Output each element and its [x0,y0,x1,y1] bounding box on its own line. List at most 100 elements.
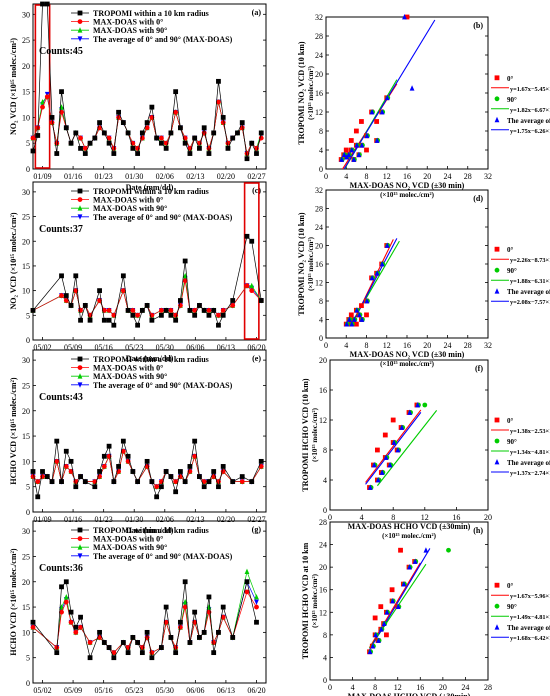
panel-c: 0 5 10 15 20 25 30 (c) 05/02 05/09 05/16 05/23 05/30… [9,181,267,363]
data-point [404,14,410,20]
data-point [374,119,380,124]
data-point [106,443,112,449]
data-point [359,303,364,309]
x-tick-label: 8 [391,513,395,522]
y-tick-label: 25 [22,552,30,561]
legend-marker [494,246,500,252]
data-point [111,145,117,151]
y-tick-label: 4 [319,146,323,155]
x-tick-label: 02/13 [186,515,204,524]
legend-fit-label: y=1.75x−6.26×10¹⁵, r=0.849 [510,128,550,135]
legend-series-name: The average of 0° and 90° [507,288,550,296]
data-point [216,322,221,328]
data-point [357,311,362,318]
y-tick-label: 20 [22,407,30,416]
data-point [49,479,55,485]
data-point [422,402,428,408]
data-point [59,273,64,279]
data-point [30,148,36,154]
legend-label: TROPOMI within a 10 km radius [93,187,209,196]
x-axis-unit: (×10¹⁵ molec./cm²) [382,532,436,540]
x-tick-label: 28 [464,341,472,350]
data-point [120,273,126,279]
y-tick-label: 24 [319,541,327,550]
data-point [375,477,381,483]
data-point [201,307,207,313]
legend-label: The average of 0° and 90° (MAX-DOAS) [93,35,233,44]
data-point [187,640,193,645]
data-point [130,635,136,640]
x-tick-label: 05/09 [64,343,82,352]
plot-frame [325,16,489,170]
data-point [154,484,160,490]
x-tick-label: 4 [344,172,348,181]
data-point [178,125,183,131]
data-point [244,579,250,585]
data-point [359,119,364,124]
data-point [364,312,369,318]
counts-label: Counts:45 [39,46,83,57]
data-point [63,125,69,131]
x-tick-label: 16 [416,683,424,692]
data-point [135,312,141,318]
data-point [364,147,369,153]
data-point [68,609,74,615]
data-point [78,624,83,630]
data-point [158,484,164,490]
data-point [206,594,212,600]
x-tick-label: 32 [484,341,492,350]
data-point [130,307,136,313]
panel-d: 0 4 8 12 16 20 24 28 32 (d) 0 4 8 12 16 20 24 28 32 MAX-DOA… [297,186,550,368]
data-point [120,448,126,454]
legend-series-name: 0° [507,75,514,83]
data-point [244,156,250,162]
data-point [216,78,221,84]
y-tick-label: 28 [319,518,327,527]
x-tick-label: 24 [444,172,452,181]
data-point [120,120,126,125]
y-axis-unit: (×10¹⁵ molec./cm²) [311,573,319,627]
data-point [412,558,418,564]
data-point [339,156,345,162]
legend-label: The average of 0° and 90° (MAX-DOAS) [93,213,233,222]
data-point [135,479,141,485]
x-tick-label: 06/20 [247,343,265,352]
legend-marker [494,417,500,423]
data-point [101,317,107,323]
data-point [211,130,217,136]
y-tick-label: 12 [315,108,323,117]
data-point [369,109,375,115]
data-point [244,589,250,595]
y-tick-label: 32 [315,13,323,22]
data-point [216,484,221,490]
data-point [206,479,212,485]
data-point [87,655,93,661]
data-point [371,462,377,468]
x-tick-label: 01/30 [125,515,143,524]
legend-marker [77,553,83,559]
y-axis-label: NO₂ VCD (×10¹⁵ molec./cm²) [9,38,18,135]
data-point [63,593,69,600]
x-tick-label: 28 [484,683,492,692]
x-tick-label: 06/20 [247,686,265,695]
data-point [163,145,169,151]
data-point [68,619,74,625]
panel-label: (a) [252,8,262,17]
data-point [249,140,255,146]
data-point [149,650,155,656]
data-point [63,464,69,469]
y-axis-label: HCHO VCD (×10¹⁵ molec./cm²) [9,377,18,484]
data-point [97,288,102,294]
data-point [135,322,141,328]
counts-label: Counts:37 [39,224,83,235]
data-point [384,242,390,248]
data-point [383,454,389,460]
data-point [54,645,60,650]
data-point [87,317,93,323]
data-point [216,99,221,105]
y-tick-label: 5 [26,139,30,148]
data-point [370,643,376,649]
plot-frame [32,3,267,170]
data-point [149,479,155,485]
legend-fit-label: y=1.67x−5.45×10¹⁵, r=0.838 [510,86,550,93]
